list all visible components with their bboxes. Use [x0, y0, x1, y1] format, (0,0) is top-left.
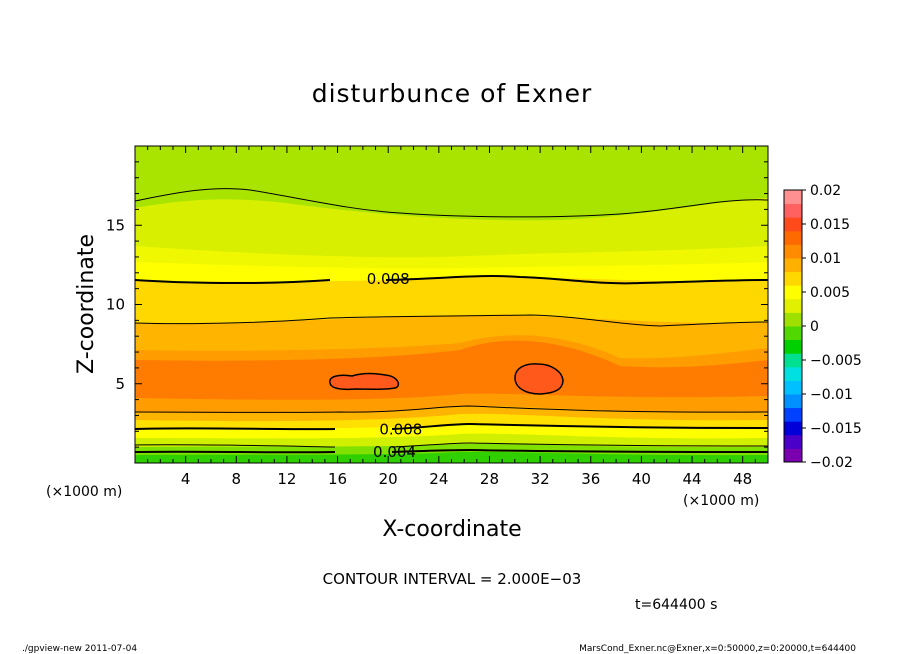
- footer-right: MarsCond_Exner.nc@Exner,x=0:50000,z=0:20…: [579, 644, 856, 654]
- y-tick-label: 10: [106, 296, 125, 314]
- contour-label: 0.008: [367, 270, 410, 288]
- band-bottom-green: [135, 451, 768, 463]
- x-tick-label: 4: [181, 470, 191, 488]
- footer-left: ./gpview-new 2011-07-04: [22, 644, 137, 654]
- colorbar-swatch: [784, 326, 802, 341]
- contour-line: [135, 448, 768, 454]
- x-tick-label: 36: [581, 470, 600, 488]
- contour-line: [135, 422, 768, 431]
- y-tick-label: 5: [115, 375, 125, 393]
- colorbar-swatch: [784, 421, 802, 436]
- x-tick-label: 32: [531, 470, 550, 488]
- colorbar-swatch: [784, 434, 802, 449]
- colorbar-swatch: [784, 380, 802, 395]
- x-tick-label: 48: [733, 470, 752, 488]
- x-axis-label: X-coordinate: [382, 517, 521, 542]
- contour-line: [135, 275, 768, 285]
- colorbar-swatch: [784, 448, 802, 463]
- colorbar-swatch: [784, 190, 802, 205]
- chart-title: disturbunce of Exner: [312, 79, 593, 108]
- colorbar-swatch: [784, 258, 802, 273]
- colorbar-swatch: [784, 271, 802, 286]
- x-tick-label: 40: [632, 470, 651, 488]
- contour-line: [135, 314, 768, 327]
- plot-area: [135, 146, 768, 463]
- closed-contour: [329, 372, 400, 391]
- time-text: t=644400 s: [635, 597, 717, 613]
- colorbar-swatch: [784, 298, 802, 313]
- x-tick-label: 20: [379, 470, 398, 488]
- colorbar-label: 0.02: [810, 183, 841, 199]
- colorbar-label: 0.015: [810, 217, 850, 233]
- colorbar-swatch: [784, 366, 802, 381]
- colorbar-label: 0: [810, 319, 819, 335]
- contour-labels: 0.008 0.008 0.004: [367, 270, 423, 461]
- colorbar-swatch: [784, 217, 802, 232]
- x-tick-label: 8: [232, 470, 242, 488]
- colorbar-label: −0.02: [810, 455, 853, 471]
- x-tick-label: 28: [480, 470, 499, 488]
- contour-line: [135, 188, 768, 218]
- colorbar-swatch: [784, 230, 802, 245]
- colorbar-swatch: [784, 339, 802, 354]
- y-tick-label: 15: [106, 216, 125, 234]
- colorbar-label: 0.005: [810, 285, 850, 301]
- colorbar-swatch: [784, 312, 802, 327]
- y-axis-label: Z-coordinate: [74, 234, 99, 374]
- contour-line: [135, 405, 768, 413]
- closed-contour: [514, 363, 564, 395]
- colorbar-swatch: [784, 244, 802, 259]
- x-tick-label: 16: [328, 470, 347, 488]
- colorbar-swatch: [784, 407, 802, 422]
- contour-interval-text: CONTOUR INTERVAL = 2.000E−03: [323, 570, 582, 588]
- x-tick-label: 24: [429, 470, 448, 488]
- colorbar-swatch: [784, 203, 802, 218]
- x-unit-left: (×1000 m): [46, 484, 122, 500]
- colorbar: 0.02 0.015 0.01 0.005 0 −0.005 −0.01 −0.015 −0.0…: [783, 183, 862, 471]
- colorbar-label: 0.01: [810, 251, 841, 267]
- colorbar-label: −0.005: [810, 353, 862, 369]
- contour-label: 0.008: [379, 421, 422, 439]
- x-unit-right: (×1000 m): [683, 493, 759, 509]
- colorbar-swatch: [784, 353, 802, 368]
- x-tick-label: 12: [277, 470, 296, 488]
- colorbar-label: −0.015: [810, 421, 862, 437]
- contour-label: 0.004: [373, 443, 416, 461]
- colorbar-label: −0.01: [810, 387, 853, 403]
- colorbar-swatch: [784, 394, 802, 409]
- contour-line: [135, 442, 768, 448]
- x-tick-label: 44: [682, 470, 701, 488]
- colorbar-swatch: [784, 285, 802, 300]
